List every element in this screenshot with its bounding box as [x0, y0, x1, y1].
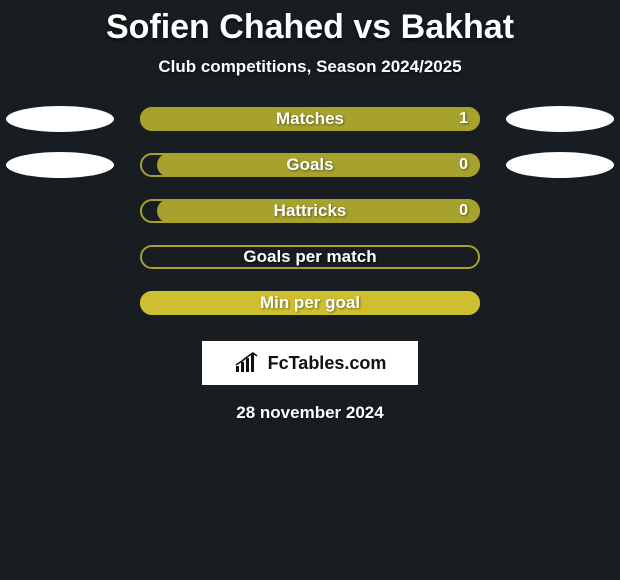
stat-bar-outline [140, 153, 480, 177]
page-subtitle: Club competitions, Season 2024/2025 [0, 57, 620, 77]
player-ellipse-left [6, 106, 114, 132]
date-text: 28 november 2024 [0, 403, 620, 423]
player-ellipse-left [6, 152, 114, 178]
stat-bar: Hattricks0 [140, 199, 480, 223]
chart-icon [234, 352, 262, 374]
logo-text: FcTables.com [268, 353, 387, 374]
stat-rows-container: Matches1 Goals0 Hattricks0 Goals per match M… [0, 107, 620, 315]
stats-card: Sofien Chahed vs Bakhat Club competition… [0, 0, 620, 580]
stat-bar-outline [140, 291, 480, 315]
stat-bar: Min per goal [140, 291, 480, 315]
stat-bar-outline [140, 199, 480, 223]
stat-bar: Matches1 [140, 107, 480, 131]
stat-bar-outline [140, 245, 480, 269]
stat-row: Goals per match [0, 245, 620, 269]
stat-row: Hattricks0 [0, 199, 620, 223]
logo-box: FcTables.com [202, 341, 418, 385]
stat-row: Matches1 [0, 107, 620, 131]
stat-row: Goals0 [0, 153, 620, 177]
page-title: Sofien Chahed vs Bakhat [0, 8, 620, 47]
player-ellipse-right [506, 106, 614, 132]
stat-row: Min per goal [0, 291, 620, 315]
player-ellipse-right [506, 152, 614, 178]
stat-bar: Goals0 [140, 153, 480, 177]
stat-bar: Goals per match [140, 245, 480, 269]
stat-bar-outline [140, 107, 480, 131]
